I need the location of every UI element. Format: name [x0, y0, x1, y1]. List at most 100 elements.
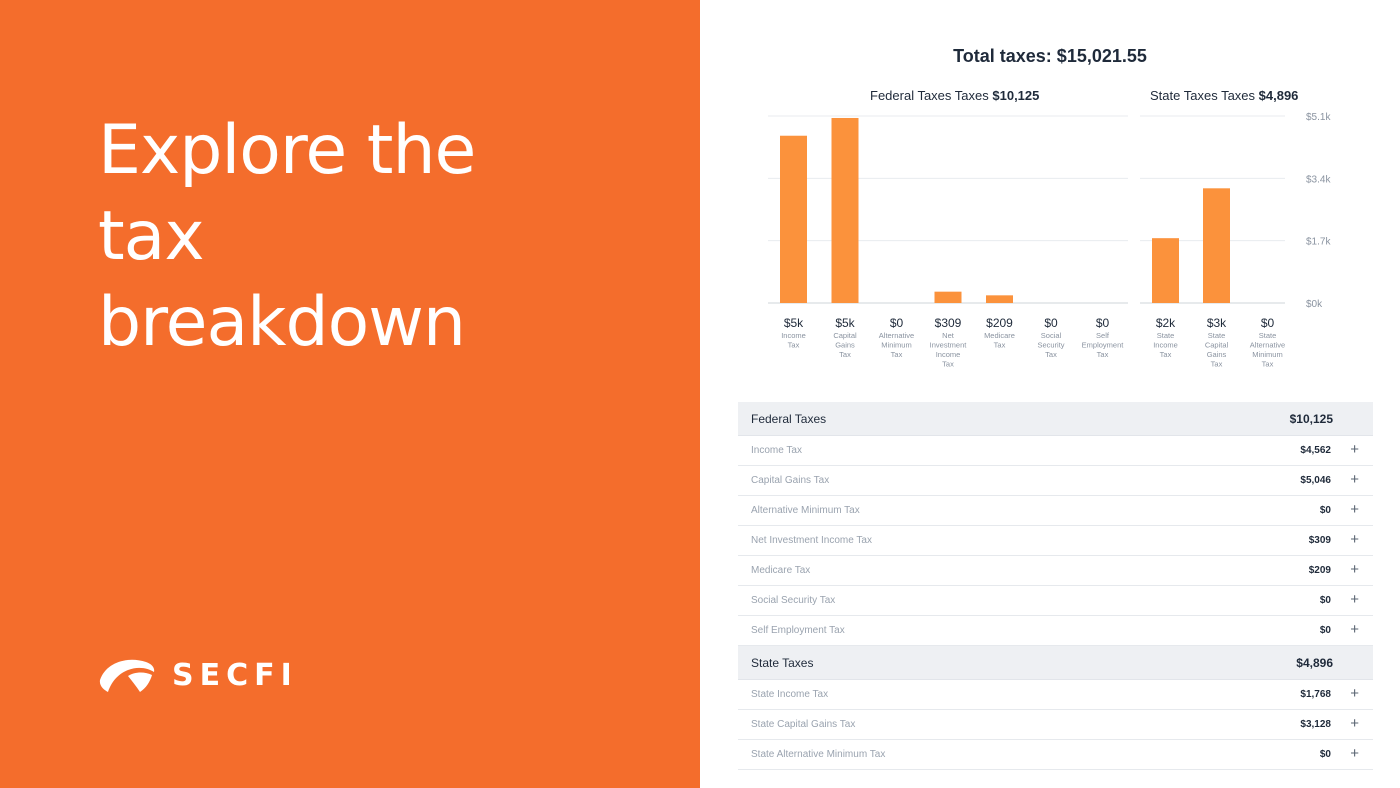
x-tick-label: Tax [994, 341, 1006, 350]
y-tick-label: $0k [1306, 299, 1323, 310]
row-label: Self Employment Tax [751, 625, 845, 636]
bar-value-label: $209 [986, 316, 1013, 330]
x-tick-label: Tax [1211, 360, 1223, 369]
plus-icon[interactable]: + [1350, 501, 1359, 518]
bar-value-label: $5k [784, 316, 804, 330]
promo-panel: Explore the tax breakdown SECFI [0, 0, 700, 788]
table-row[interactable]: Self Employment Tax $0 + [738, 616, 1373, 646]
x-tick-label: Employment [1082, 341, 1125, 350]
row-amount: $5,046 [1300, 475, 1331, 486]
x-tick-label: Medicare [984, 331, 1015, 340]
table-row[interactable]: Net Investment Income Tax $309 + [738, 526, 1373, 556]
table-row[interactable]: Capital Gains Tax $5,046 + [738, 466, 1373, 496]
y-tick-label: $3.4k [1306, 174, 1331, 185]
x-tick-label: Tax [839, 350, 851, 359]
plus-icon[interactable]: + [1350, 715, 1359, 732]
bar [1152, 238, 1179, 303]
row-label: State Income Tax [751, 689, 829, 700]
table-group-header: Federal Taxes $10,125 [738, 402, 1373, 436]
bar-value-label: $5k [835, 316, 855, 330]
row-label: State Capital Gains Tax [751, 719, 856, 730]
state-chart-title-amount: $4,896 [1258, 88, 1299, 103]
x-tick-label: Tax [1262, 360, 1274, 369]
plus-icon[interactable]: + [1350, 561, 1359, 578]
group-label: Federal Taxes [751, 411, 827, 426]
row-label: Social Security Tax [751, 595, 836, 606]
bar-value-label: $2k [1156, 316, 1176, 330]
row-label: State Alternative Minimum Tax [751, 749, 886, 760]
federal-chart-title-text: Federal Taxes Taxes [870, 88, 993, 103]
table-row[interactable]: Alternative Minimum Tax $0 + [738, 496, 1373, 526]
table-row[interactable]: Income Tax $4,562 + [738, 436, 1373, 466]
x-tick-label: Tax [942, 360, 954, 369]
x-tick-label: Minimum [1252, 350, 1282, 359]
plus-icon[interactable]: + [1350, 685, 1359, 702]
row-amount: $3,128 [1300, 719, 1331, 730]
headline-line: tax [98, 197, 205, 276]
x-tick-label: Net [942, 331, 955, 340]
x-tick-label: Income [781, 331, 806, 340]
row-label: Capital Gains Tax [751, 475, 830, 486]
federal-chart-title: Federal Taxes Taxes $10,125 [870, 88, 1039, 103]
plus-icon[interactable]: + [1350, 621, 1359, 638]
group-amount: $4,896 [1296, 655, 1333, 670]
bar [1203, 188, 1230, 303]
x-tick-label: Tax [1097, 350, 1109, 359]
x-tick-label: Capital [1205, 341, 1229, 350]
state-chart-title-text: State Taxes Taxes [1150, 88, 1259, 103]
x-tick-label: Tax [1045, 350, 1057, 359]
row-amount: $4,562 [1300, 445, 1331, 456]
table-row[interactable]: State Capital Gains Tax $3,128 + [738, 710, 1373, 740]
tax-breakdown-panel: Total taxes: $15,021.55 Federal Taxes Ta… [700, 0, 1400, 788]
x-tick-label: Capital [833, 331, 857, 340]
x-tick-label: State [1157, 331, 1175, 340]
bar-value-label: $0 [1261, 316, 1275, 330]
bar-value-label: $3k [1207, 316, 1227, 330]
y-tick-label: $1.7k [1306, 237, 1331, 248]
x-tick-label: Tax [891, 350, 903, 359]
x-tick-label: State [1208, 331, 1226, 340]
row-amount: $0 [1319, 595, 1331, 606]
brand-lockup: SECFI [98, 656, 298, 694]
state-chart-title: State Taxes Taxes $4,896 [1150, 88, 1298, 103]
bar [780, 135, 807, 303]
plus-icon[interactable]: + [1350, 531, 1359, 548]
table-group-header: State Taxes $4,896 [738, 646, 1373, 680]
bar [986, 295, 1013, 303]
table-row[interactable]: Medicare Tax $209 + [738, 556, 1373, 586]
row-amount: $309 [1308, 535, 1331, 546]
bar-value-label: $0 [1044, 316, 1058, 330]
table-row[interactable]: Social Security Tax $0 + [738, 586, 1373, 616]
x-tick-label: Alternative [1250, 341, 1285, 350]
headline-line: Explore the [98, 111, 476, 190]
x-tick-label: State [1259, 331, 1277, 340]
group-label: State Taxes [751, 655, 814, 670]
x-tick-label: Self [1096, 331, 1110, 340]
plus-icon[interactable]: + [1350, 591, 1359, 608]
headline-line: breakdown [98, 283, 466, 362]
plus-icon[interactable]: + [1350, 441, 1359, 458]
brand-name: SECFI [172, 657, 298, 693]
table-row[interactable]: State Income Tax $1,768 + [738, 680, 1373, 710]
row-amount: $0 [1319, 625, 1331, 636]
row-label: Income Tax [751, 445, 802, 456]
row-label: Alternative Minimum Tax [751, 505, 860, 516]
x-tick-label: Income [936, 350, 961, 359]
plus-icon[interactable]: + [1350, 471, 1359, 488]
tax-table: Federal Taxes $10,125 Income Tax $4,562 + Cap… [738, 402, 1373, 770]
row-amount: $0 [1319, 749, 1331, 760]
bar [831, 117, 859, 303]
x-tick-label: Investment [930, 341, 968, 350]
x-tick-label: Security [1037, 341, 1064, 350]
table-row[interactable]: State Alternative Minimum Tax $0 + [738, 740, 1373, 770]
bar-value-label: $0 [890, 316, 904, 330]
plus-icon[interactable]: + [1350, 745, 1359, 762]
bar [934, 291, 962, 303]
y-tick-label: $5.1k [1306, 112, 1331, 123]
group-amount: $10,125 [1289, 411, 1333, 426]
bar-value-label: $309 [935, 316, 962, 330]
tax-bar-chart: $0k$1.7k$3.4k$5.1k$5kIncomeTax$5kCapital… [768, 112, 1331, 369]
row-label: Net Investment Income Tax [751, 535, 872, 546]
bar-value-label: $0 [1096, 316, 1110, 330]
x-tick-label: Income [1153, 341, 1178, 350]
